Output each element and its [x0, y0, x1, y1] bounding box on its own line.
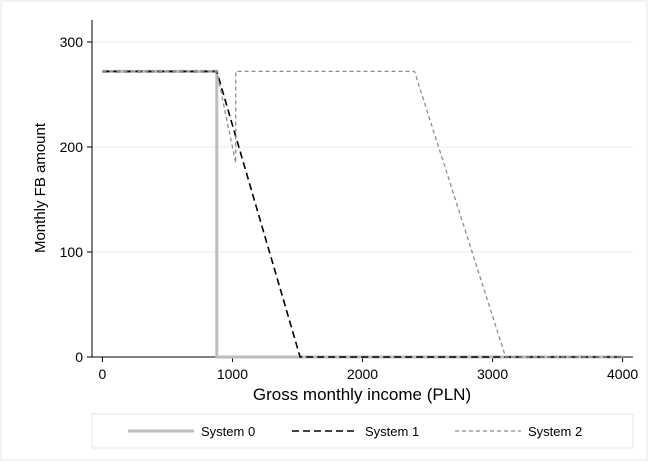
- x-tick-label-0: 0: [99, 366, 107, 382]
- x-tick-label-1000: 1000: [217, 366, 248, 382]
- y-tick-label-300: 300: [60, 34, 84, 50]
- x-tick-label-4000: 4000: [607, 366, 638, 382]
- y-tick-label-0: 0: [75, 349, 83, 365]
- y-tick-label-100: 100: [60, 244, 84, 260]
- y-axis-label: Monthly FB amount: [32, 122, 49, 253]
- y-tick-label-200: 200: [60, 139, 84, 155]
- x-tick-label-3000: 3000: [477, 366, 508, 382]
- x-tick-label-2000: 2000: [347, 366, 378, 382]
- legend-label-1: System 1: [365, 424, 419, 439]
- x-axis-label: Gross monthly income (PLN): [253, 385, 471, 404]
- legend-label-2: System 2: [528, 424, 582, 439]
- legend-label-0: System 0: [201, 424, 255, 439]
